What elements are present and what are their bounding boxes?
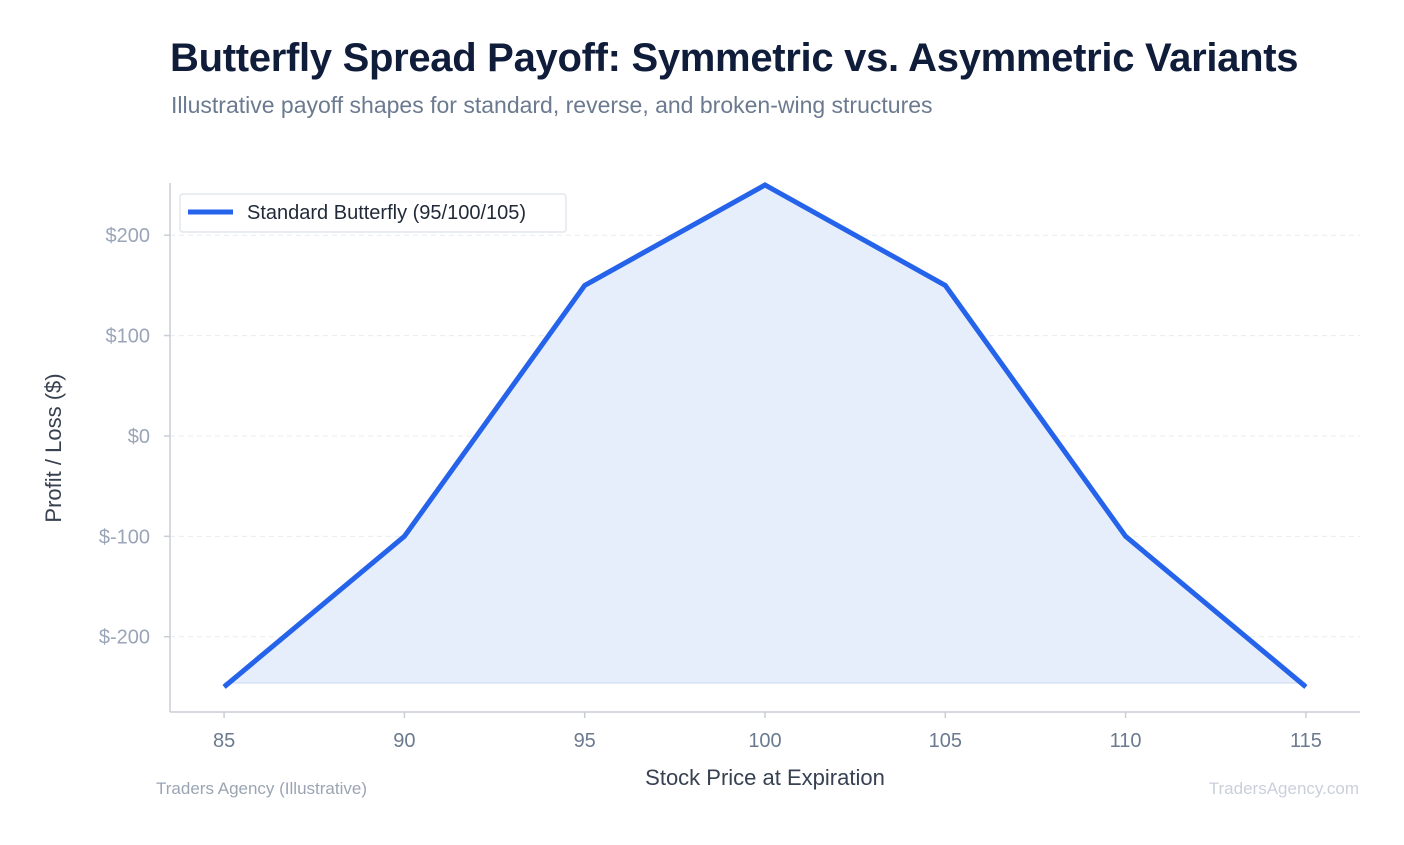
axes (164, 183, 1360, 718)
y-tick-label: $-200 (99, 627, 150, 649)
series-lines (222, 182, 1308, 689)
chart-title: Butterfly Spread Payoff: Symmetric vs. A… (170, 36, 1299, 80)
y-axis-label: Profit / Loss ($) (41, 373, 66, 522)
x-tick-label: 105 (929, 730, 962, 752)
x-tick-label: 100 (748, 730, 781, 752)
payoff-area (224, 185, 1306, 684)
source-note: Traders Agency (Illustrative) (156, 779, 367, 798)
y-tick-label: $0 (128, 426, 150, 448)
x-tick-label: 115 (1290, 730, 1322, 752)
x-axis-label: Stock Price at Expiration (645, 765, 885, 790)
y-tick-label: $100 (106, 326, 151, 348)
legend-box (179, 193, 567, 233)
legend-label: Standard Butterfly (95/100/105) (247, 202, 526, 224)
y-tick-label: $200 (106, 225, 151, 247)
chart-subtitle: Illustrative payoff shapes for standard,… (171, 92, 933, 118)
x-tick-label: 95 (574, 730, 596, 752)
x-tick-label: 85 (213, 730, 235, 752)
legend: Standard Butterfly (95/100/105) (179, 193, 567, 233)
series-area-fill (224, 185, 1306, 683)
y-tick-label: $-100 (99, 526, 150, 548)
watermark: TradersAgency.com (1208, 779, 1359, 798)
x-tick-label: 90 (393, 730, 415, 752)
tick-labels: $200 $100 $0 $-100 $-200 85 90 95 100 105 110 115 (99, 225, 1322, 752)
x-tick-label: 110 (1110, 730, 1142, 752)
